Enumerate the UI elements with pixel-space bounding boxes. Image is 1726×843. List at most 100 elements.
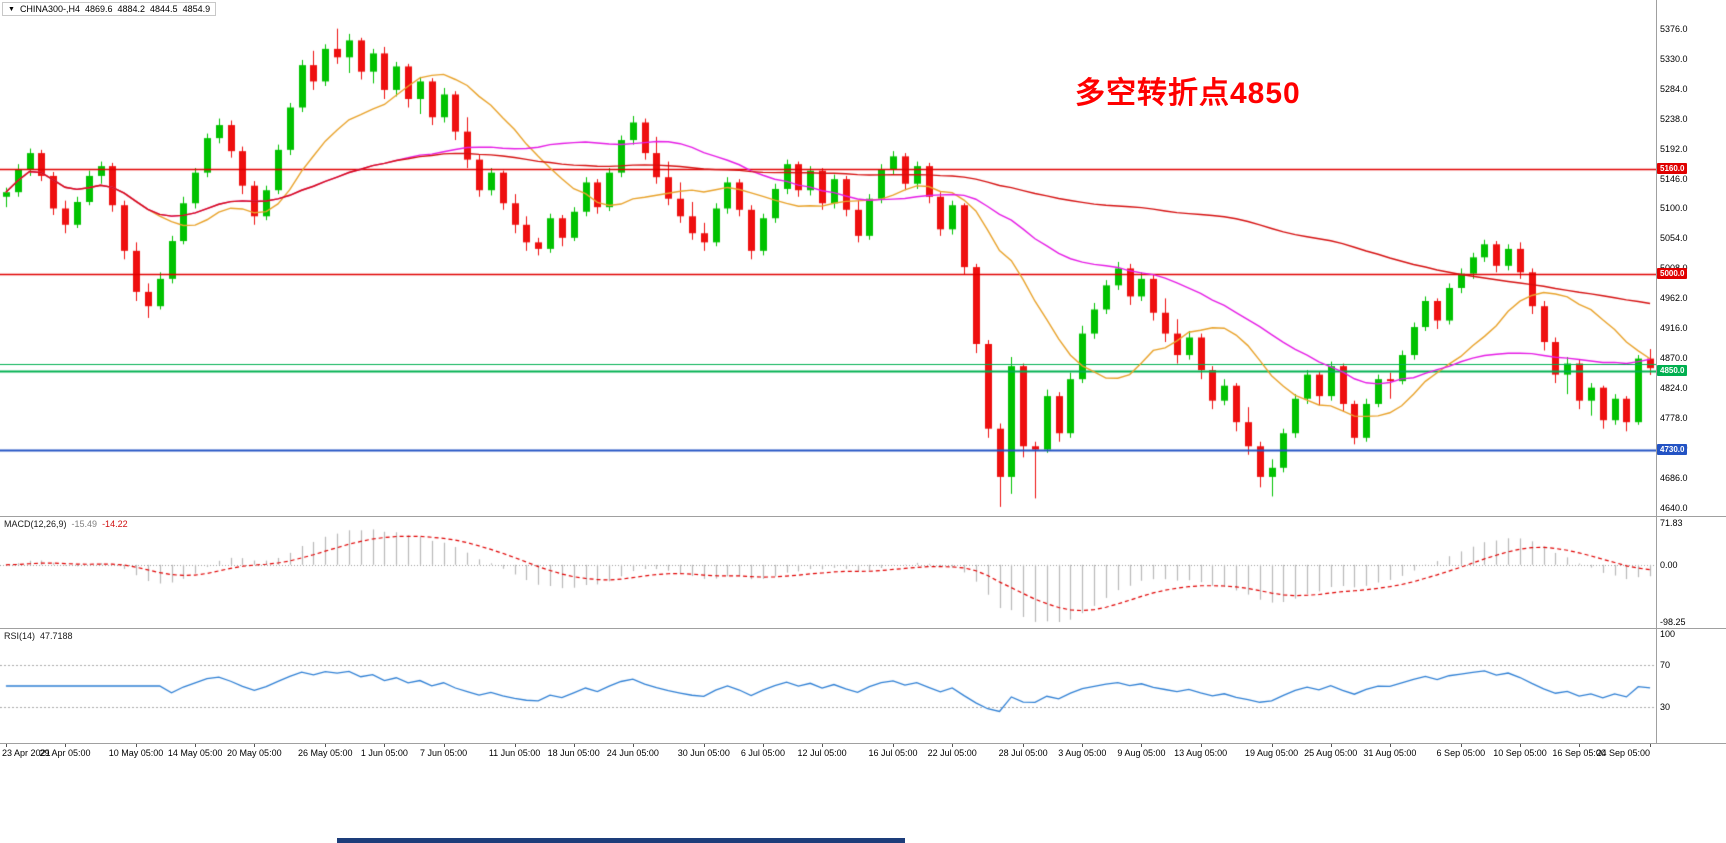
price-level-tag: 4730.0 <box>1657 444 1688 455</box>
price-tick-label: 5146.0 <box>1660 174 1688 184</box>
price-tick-label: 5330.0 <box>1660 54 1688 64</box>
time-tick-mark <box>633 744 634 747</box>
time-tick-mark <box>893 744 894 747</box>
time-tick-mark <box>444 744 445 747</box>
symbol-period-label: CHINA300-,H4 <box>19 4 80 14</box>
taskbar-fragment <box>337 838 905 843</box>
main-chart-canvas[interactable] <box>0 0 1656 516</box>
price-tick-label: 4778.0 <box>1660 413 1688 423</box>
time-tick-mark <box>574 744 575 747</box>
rsi-label: RSI(14) 47.7188 <box>4 631 73 641</box>
price-tick-label: 4686.0 <box>1660 473 1688 483</box>
ohlc-open-value: 4869.6 <box>84 4 113 14</box>
one-click-trading-collapse-icon[interactable]: ▼ <box>8 5 15 13</box>
main-price-panel <box>0 0 1656 516</box>
time-tick-mark <box>822 744 823 747</box>
date-tick-label: 19 Aug 05:00 <box>1245 748 1299 758</box>
date-tick-label: 13 Aug 05:00 <box>1174 748 1228 758</box>
time-tick-mark <box>6 744 7 747</box>
symbol-ohlc-box: ▼ CHINA300-,H4 4869.6 4884.2 4844.5 4854… <box>2 2 217 16</box>
date-tick-label: 28 Jul 05:00 <box>998 748 1048 758</box>
date-tick-label: 16 Sep 05:00 <box>1552 748 1606 758</box>
date-tick-label: 11 Jun 05:00 <box>488 748 541 758</box>
macd-tick-label: 71.83 <box>1660 518 1683 528</box>
axis-separator <box>1656 0 1657 743</box>
date-tick-label: 6 Jul 05:00 <box>740 748 785 758</box>
price-level-tag: 5000.0 <box>1657 268 1688 279</box>
time-tick-mark <box>136 744 137 747</box>
time-axis-separator <box>0 743 1726 744</box>
price-tick-label: 5376.0 <box>1660 24 1688 34</box>
date-tick-label: 24 Jun 05:00 <box>606 748 659 758</box>
time-tick-mark <box>1390 744 1391 747</box>
macd-label: MACD(12,26,9) -15.49 -14.22 <box>4 519 128 529</box>
date-tick-label: 1 Jun 05:00 <box>360 748 408 758</box>
ohlc-low-value: 4844.5 <box>150 4 178 14</box>
date-tick-label: 23 Apr 2021 <box>2 748 51 758</box>
date-tick-label: 10 Sep 05:00 <box>1493 748 1547 758</box>
date-tick-label: 6 Sep 05:00 <box>1436 748 1486 758</box>
rsi-name: RSI(14) <box>4 631 36 641</box>
date-tick-label: 26 May 05:00 <box>298 748 353 758</box>
ohlc-close-value: 4854.9 <box>182 4 211 14</box>
rsi-panel: RSI(14) 47.7188 <box>0 629 1656 743</box>
time-tick-mark <box>704 744 705 747</box>
price-tick-label: 4824.0 <box>1660 383 1688 393</box>
macd-panel: MACD(12,26,9) -15.49 -14.22 <box>0 517 1656 628</box>
price-tick-label: 5284.0 <box>1660 84 1688 94</box>
time-tick-mark <box>384 744 385 747</box>
date-tick-label: 7 Jun 05:00 <box>420 748 468 758</box>
price-tick-label: 5100.0 <box>1660 203 1688 213</box>
time-tick-mark <box>1461 744 1462 747</box>
date-tick-label: 9 Aug 05:00 <box>1117 748 1166 758</box>
panel-separator[interactable] <box>0 628 1726 629</box>
time-tick-mark <box>1331 744 1332 747</box>
time-tick-mark <box>65 744 66 747</box>
time-tick-mark <box>1520 744 1521 747</box>
date-tick-label: 29 Apr 05:00 <box>39 748 91 758</box>
time-tick-mark <box>325 744 326 747</box>
annotation-text: 多空转折点4850 <box>1075 77 1301 110</box>
price-axis[interactable]: 5376.0 5330.0 5284.0 5238.0 5192.0 5146.0 5100… <box>1656 0 1726 743</box>
date-tick-label: 10 May 05:00 <box>108 748 164 758</box>
rsi-tick-label: 30 <box>1660 702 1671 712</box>
date-tick-label: 31 Aug 05:00 <box>1363 748 1417 758</box>
date-tick-label: 14 May 05:00 <box>167 748 223 758</box>
macd-tick-label: -98.25 <box>1660 617 1686 627</box>
price-tick-label: 4916.0 <box>1660 323 1688 333</box>
date-tick-label: 30 Jun 05:00 <box>677 748 730 758</box>
macd-canvas[interactable] <box>0 517 1656 628</box>
time-axis[interactable]: 23 Apr 2021 29 Apr 05:00 10 May 05:00 14 Ma… <box>0 744 1656 764</box>
time-tick-mark <box>1579 744 1580 747</box>
date-tick-label: 24 Sep 05:00 <box>1596 748 1651 758</box>
date-tick-label: 3 Aug 05:00 <box>1058 748 1107 758</box>
rsi-tick-label: 70 <box>1660 660 1671 670</box>
macd-tick-label: 0.00 <box>1660 560 1678 570</box>
price-tick-label: 5054.0 <box>1660 233 1688 243</box>
price-level-tag: 4850.0 <box>1657 365 1688 376</box>
time-tick-mark <box>1272 744 1273 747</box>
rsi-canvas[interactable] <box>0 629 1656 743</box>
rsi-tick-label: 100 <box>1660 629 1676 639</box>
time-tick-mark <box>1082 744 1083 747</box>
ohlc-high-value: 4884.2 <box>117 4 146 14</box>
time-tick-mark <box>515 744 516 747</box>
time-tick-mark <box>1201 744 1202 747</box>
macd-main-value: -15.49 <box>71 519 98 529</box>
price-tick-label: 4870.0 <box>1660 353 1688 363</box>
time-tick-mark <box>952 744 953 747</box>
time-tick-mark <box>195 744 196 747</box>
date-tick-label: 20 May 05:00 <box>227 748 282 758</box>
macd-signal-value: -14.22 <box>102 519 128 529</box>
panel-separator[interactable] <box>0 516 1726 517</box>
time-tick-mark <box>763 744 764 747</box>
date-tick-label: 22 Jul 05:00 <box>927 748 977 758</box>
price-tick-label: 5192.0 <box>1660 144 1688 154</box>
date-tick-label: 12 Jul 05:00 <box>797 748 847 758</box>
time-tick-mark <box>254 744 255 747</box>
time-tick-mark <box>1650 744 1651 747</box>
time-tick-mark <box>1141 744 1142 747</box>
price-tick-label: 4640.0 <box>1660 503 1688 513</box>
macd-name: MACD(12,26,9) <box>4 519 67 529</box>
